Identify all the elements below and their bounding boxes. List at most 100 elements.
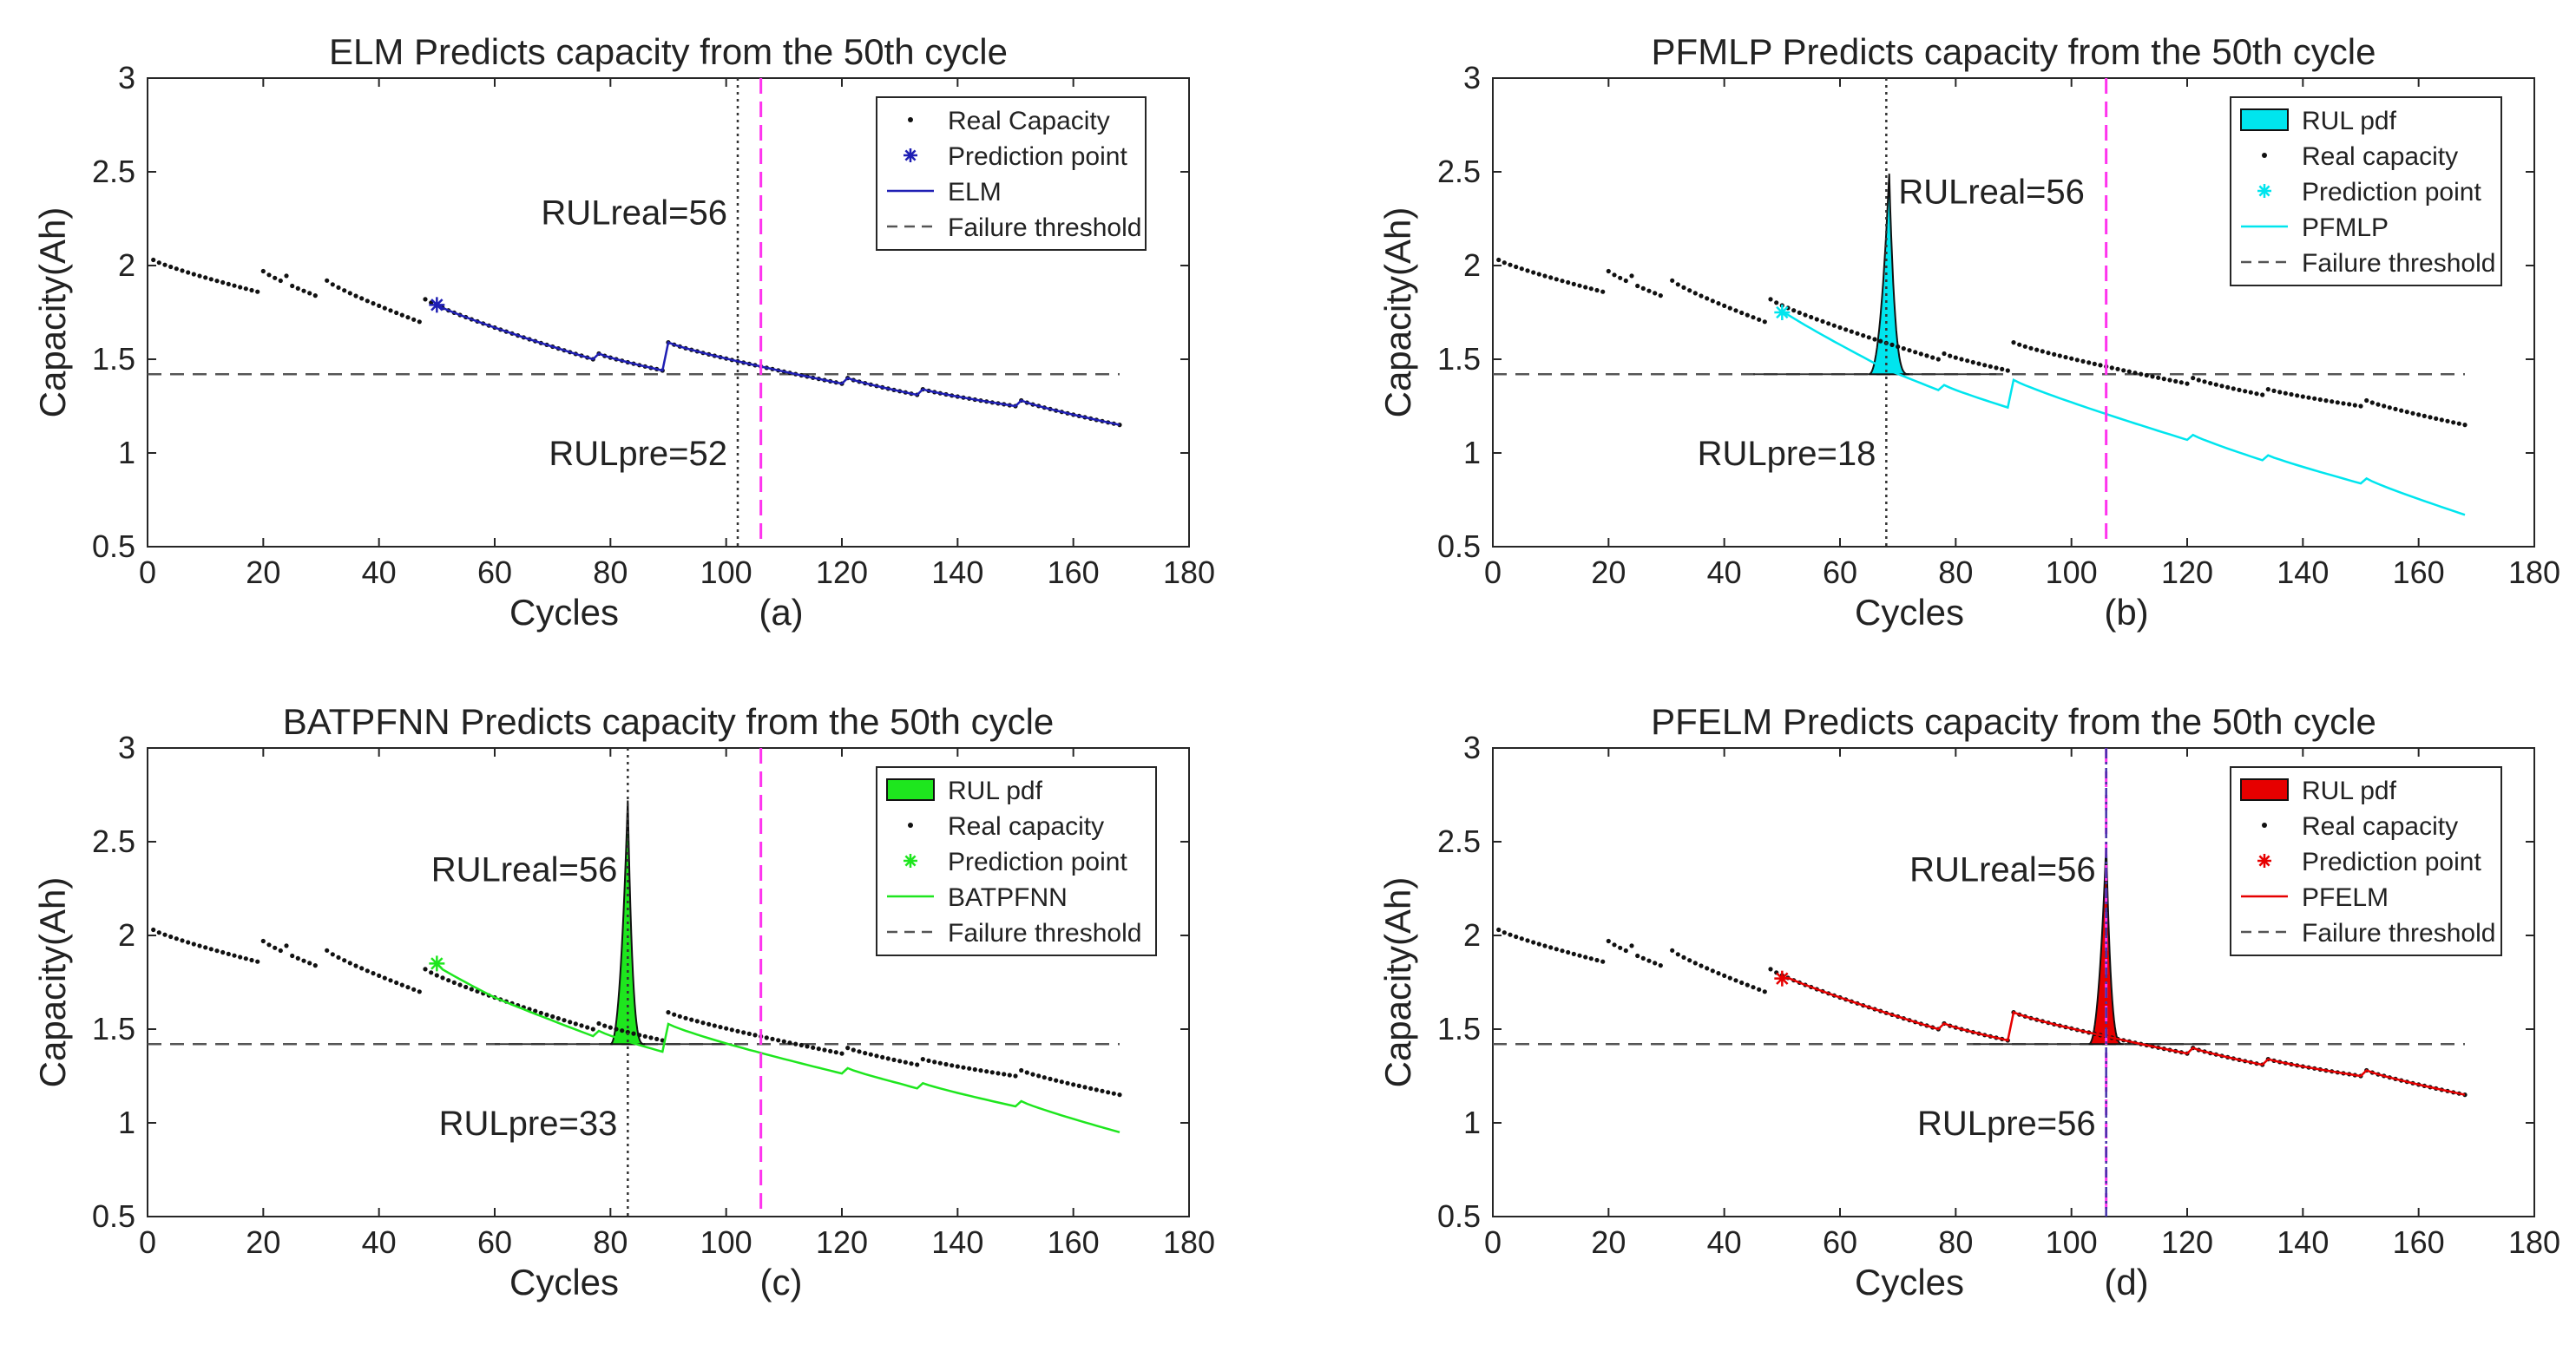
real-capacity-point (411, 987, 417, 992)
real-capacity-point (2213, 382, 2218, 387)
real-capacity-point (1942, 351, 1947, 357)
real-capacity-point (1757, 317, 1762, 322)
y-tick-label: 1 (118, 435, 135, 470)
real-capacity-point (2439, 417, 2444, 423)
y-tick-label: 1.5 (1437, 341, 1481, 377)
real-capacity-point (2265, 387, 2270, 392)
real-capacity-point (2330, 399, 2335, 404)
real-capacity-point (2109, 365, 2114, 371)
real-capacity-point (1013, 1073, 1018, 1079)
prediction-curve (1781, 311, 2466, 516)
real-capacity-point (1594, 287, 1600, 293)
real-capacity-point (2289, 391, 2294, 397)
real-capacity-point (729, 1027, 734, 1033)
real-capacity-point (1640, 955, 1646, 961)
real-capacity-point (1739, 980, 1745, 986)
rul-real-annotation: RULreal=56 (1909, 850, 2096, 889)
real-capacity-point (156, 260, 161, 266)
real-capacity-point (394, 980, 399, 986)
real-capacity-point (1502, 260, 1507, 266)
real-capacity-point (2005, 368, 2010, 373)
real-capacity-point (220, 949, 226, 955)
legend-swatch-pdf (2240, 778, 2289, 801)
legend-label: Failure threshold (2302, 249, 2495, 278)
real-capacity-point (1733, 978, 1738, 983)
real-capacity-point (1762, 319, 1767, 325)
real-capacity-point (2132, 371, 2138, 376)
real-capacity-point (880, 1054, 885, 1060)
real-capacity-point (2046, 351, 2051, 356)
real-capacity-point (978, 1068, 983, 1073)
real-capacity-point (1889, 342, 1895, 347)
real-capacity-point (1566, 949, 1571, 955)
real-capacity-point (891, 1057, 897, 1062)
real-capacity-point (151, 927, 156, 933)
real-capacity-point (214, 279, 220, 284)
real-capacity-point (2022, 344, 2027, 349)
real-capacity-point (1774, 300, 1779, 305)
legend-label: Real capacity (2302, 142, 2458, 171)
real-capacity-point (793, 1041, 798, 1046)
x-axis-label: Cycles (1855, 1262, 1964, 1302)
x-tick-label: 20 (1591, 1224, 1626, 1260)
chart-panel-1: ELM Predicts capacity from the 50th cycl… (32, 31, 1215, 633)
real-capacity-point (255, 959, 260, 964)
real-capacity-point (1629, 943, 1634, 948)
real-capacity-point (2144, 372, 2149, 378)
legend-label: ELM (948, 178, 1002, 207)
x-tick-label: 100 (700, 1224, 752, 1260)
real-capacity-point (1913, 350, 1918, 355)
real-capacity-point (2115, 366, 2120, 371)
real-capacity-point (457, 982, 463, 987)
real-capacity-point (1071, 1082, 1076, 1087)
chart-panel-4: PFELM Predicts capacity from the 50th cy… (1377, 701, 2560, 1302)
real-capacity-point (2376, 402, 2381, 407)
real-capacity-point (295, 955, 300, 961)
real-capacity-point (2335, 400, 2340, 405)
real-capacity-point (191, 942, 196, 947)
y-tick-label: 0.5 (1437, 528, 1481, 564)
y-axis-label: Capacity(Ah) (32, 877, 73, 1088)
x-axis-label: Cycles (509, 1262, 619, 1302)
real-capacity-point (162, 932, 168, 937)
real-capacity-point (347, 291, 352, 296)
real-capacity-point (2393, 406, 2398, 411)
real-capacity-point (1866, 335, 1871, 340)
real-capacity-point (382, 975, 387, 981)
real-capacity-point (1502, 930, 1507, 935)
y-tick-label: 0.5 (92, 528, 135, 564)
legend-label: Real Capacity (948, 107, 1110, 135)
real-capacity-point (168, 264, 174, 270)
y-tick-label: 0.5 (1437, 1198, 1481, 1234)
real-capacity-point (1618, 275, 1623, 280)
real-capacity-point (203, 275, 208, 280)
legend-label: RUL pdf (948, 777, 1043, 805)
real-capacity-point (868, 1052, 873, 1057)
real-capacity-point (2011, 340, 2016, 345)
real-capacity-point (2317, 397, 2323, 403)
y-tick-label: 2 (1463, 247, 1481, 283)
real-capacity-point (1042, 1075, 1047, 1080)
real-capacity-point (2086, 360, 2092, 365)
real-capacity-point (151, 257, 156, 263)
real-capacity-point (365, 968, 370, 974)
real-capacity-point (1629, 273, 1634, 279)
x-tick-label: 60 (1823, 554, 1857, 590)
real-capacity-point (555, 1016, 561, 1021)
real-capacity-point (2052, 351, 2057, 357)
real-capacity-point (2382, 404, 2387, 409)
real-capacity-point (1739, 310, 1745, 316)
real-capacity-point (1646, 288, 1652, 293)
real-capacity-point (1745, 982, 1750, 987)
real-capacity-point (301, 288, 306, 293)
real-capacity-point (394, 310, 399, 316)
real-capacity-point (469, 987, 474, 992)
real-capacity-point (330, 282, 335, 287)
chart-title: ELM Predicts capacity from the 50th cycl… (329, 31, 1008, 72)
real-capacity-point (2369, 400, 2375, 405)
real-capacity-point (1930, 355, 1935, 360)
real-capacity-point (1727, 305, 1732, 311)
real-capacity-point (2434, 416, 2439, 421)
x-axis-label: Cycles (509, 592, 619, 633)
